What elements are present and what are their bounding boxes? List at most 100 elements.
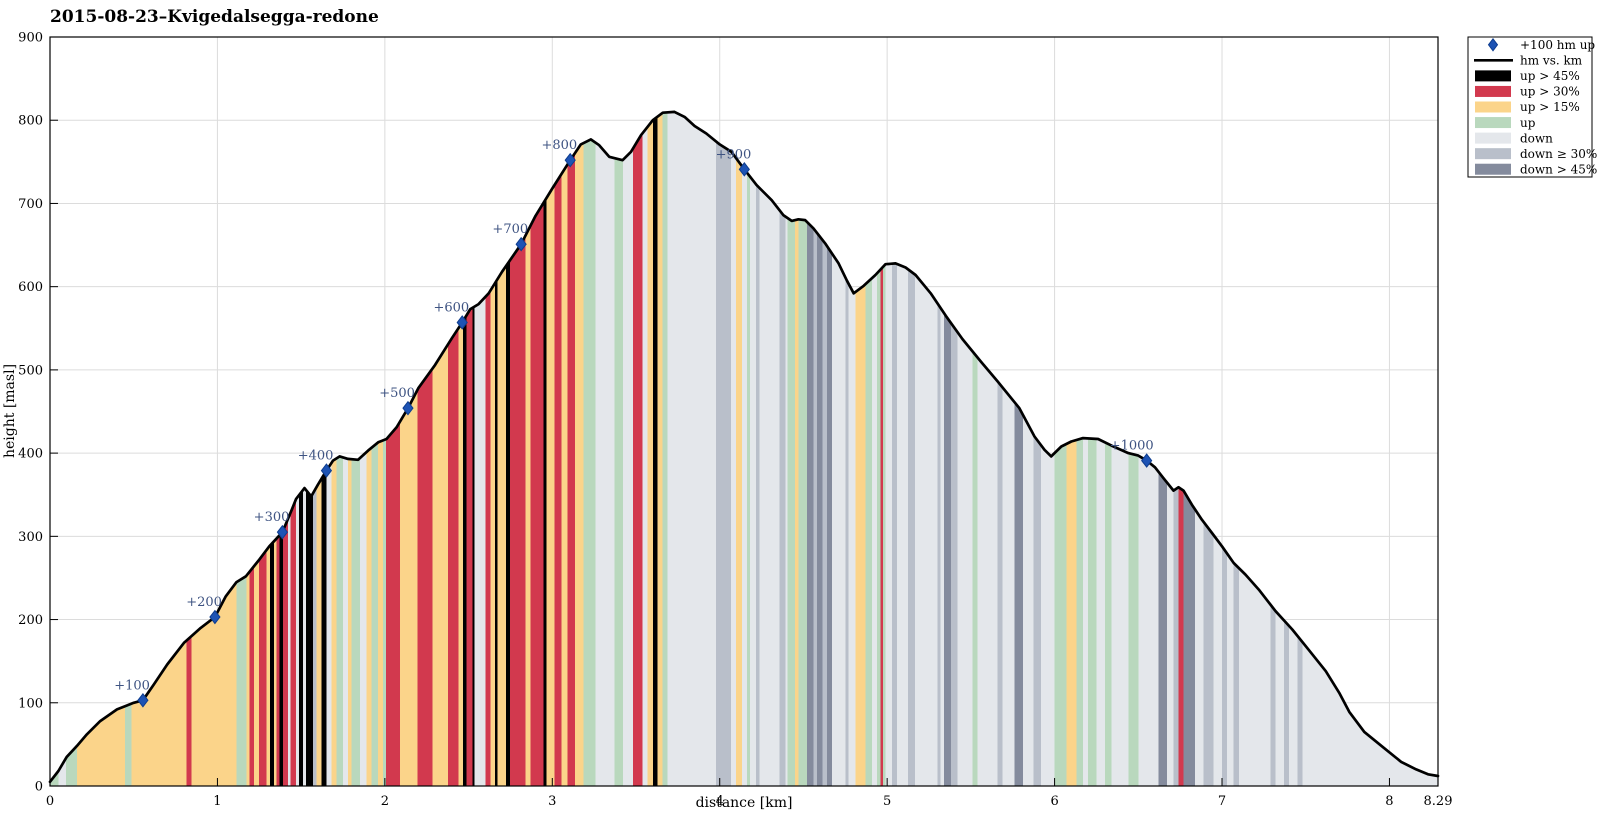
gradient-band-down bbox=[750, 111, 757, 786]
ascent-marker-diamond-icon[interactable] bbox=[738, 162, 750, 177]
gradient-band-up30 bbox=[447, 111, 459, 786]
ascent-marker-label: +400 bbox=[298, 449, 334, 464]
gradient-band-up15 bbox=[497, 111, 507, 786]
gradient-band-up15 bbox=[378, 111, 384, 786]
ascent-marker-label: +600 bbox=[433, 300, 469, 315]
gradient-band-down30 bbox=[937, 111, 941, 786]
legend-item-label: down > 45% bbox=[1520, 162, 1597, 176]
x-tick-label: 1 bbox=[213, 794, 221, 809]
ascent-marker-diamond-icon[interactable] bbox=[456, 315, 468, 330]
ascent-marker-label: +700 bbox=[492, 222, 528, 237]
ascent-marker-diamond-icon[interactable] bbox=[515, 236, 527, 252]
y-axis-label: height [masl] bbox=[2, 364, 18, 458]
x-tick-label: 5 bbox=[883, 794, 891, 809]
gradient-band-down30 bbox=[779, 111, 786, 786]
ascent-marker-diamond-icon[interactable] bbox=[137, 692, 149, 708]
gradient-band-down bbox=[759, 111, 780, 786]
x-tick-label: 8.29 bbox=[1424, 794, 1453, 809]
y-tick-label: 900 bbox=[18, 31, 43, 46]
plot-frame bbox=[49, 36, 1439, 787]
gradient-band-up15 bbox=[574, 111, 584, 786]
legend-swatch-down bbox=[1475, 132, 1511, 144]
legend-item-label: up > 45% bbox=[1520, 69, 1580, 83]
elevation-profile-line bbox=[48, 110, 1440, 784]
y-tick-label: 700 bbox=[18, 197, 43, 212]
gradient-band-up15 bbox=[736, 111, 743, 786]
y-tick-label: 200 bbox=[18, 613, 43, 628]
gradient-band-up15 bbox=[546, 111, 555, 786]
gradient-band-up bbox=[882, 111, 886, 786]
gradient-band-up15 bbox=[795, 111, 799, 786]
ascent-marker-label: +100 bbox=[114, 678, 150, 693]
gradient-band-down bbox=[848, 111, 856, 786]
gradient-band-up45 bbox=[472, 111, 475, 786]
y-tick-label: 300 bbox=[18, 530, 43, 545]
gradient-band-up15 bbox=[1066, 111, 1077, 786]
gradient-band-up bbox=[798, 111, 807, 786]
legend-swatch-up bbox=[1475, 117, 1511, 129]
gradient-band-down30 bbox=[908, 111, 915, 786]
gradient-band-up15 bbox=[855, 111, 866, 786]
gradient-band-down bbox=[831, 111, 846, 786]
gradient-band-down bbox=[940, 111, 945, 786]
gradient-band-down bbox=[885, 111, 893, 786]
ascent-marker-diamond-icon[interactable] bbox=[209, 609, 221, 625]
legend-swatch-down45 bbox=[1475, 163, 1511, 175]
legend-marker-diamond-icon bbox=[1487, 37, 1499, 52]
gradient-band-up45 bbox=[543, 111, 547, 786]
legend-item-label: +100 hm up bbox=[1520, 38, 1595, 52]
gradient-band-up30 bbox=[567, 111, 575, 786]
gradient-band-down30 bbox=[950, 111, 958, 786]
gradient-band-up15 bbox=[458, 111, 464, 786]
ascent-marker-label: +200 bbox=[186, 595, 222, 610]
legend-item-label: up bbox=[1520, 116, 1536, 130]
gradient-band-up bbox=[614, 111, 623, 786]
legend-swatch-up45 bbox=[1475, 70, 1511, 82]
gradient-band-up30 bbox=[880, 111, 883, 786]
ascent-marker-diamond-icon[interactable] bbox=[1141, 453, 1153, 468]
ascent-marker-diamond-icon[interactable] bbox=[564, 152, 576, 168]
gradient-band-up bbox=[662, 111, 668, 786]
legend-swatch-up30 bbox=[1475, 85, 1511, 97]
gradient-band-up bbox=[865, 111, 873, 786]
gradient-band-down30 bbox=[822, 111, 827, 786]
gradient-band-up45 bbox=[506, 111, 510, 786]
gradient-band-up15 bbox=[490, 111, 496, 786]
plot-area: 0 1 2 3 4 5 6 7 8 8.29 0 100 200 300 400 500 600 700 800 90… bbox=[18, 31, 1452, 810]
legend-item-label: up > 30% bbox=[1520, 85, 1580, 99]
ascent-marker-diamond-icon[interactable] bbox=[276, 524, 289, 540]
gradient-band-down bbox=[742, 111, 747, 786]
gradient-band-up30 bbox=[530, 111, 544, 786]
x-tick-label: 0 bbox=[46, 794, 54, 809]
ascent-marker-label: +800 bbox=[541, 138, 577, 153]
gradient-band-up15 bbox=[647, 111, 654, 786]
gradient-band-down bbox=[731, 111, 737, 786]
gradient-band-up bbox=[877, 111, 881, 786]
ascent-marker-label: +300 bbox=[254, 510, 290, 525]
gradient-band-down30 bbox=[756, 111, 760, 786]
gradient-band-down30 bbox=[997, 111, 1003, 786]
legend-item-label: down bbox=[1520, 131, 1553, 145]
x-tick-label: 6 bbox=[1050, 794, 1058, 809]
y-tick-label: 500 bbox=[18, 363, 43, 378]
ascent-marker-diamond-icon[interactable] bbox=[320, 463, 333, 478]
gradient-band-down bbox=[595, 111, 615, 786]
ascent-marker-label: +900 bbox=[716, 147, 752, 162]
gradient-band-down bbox=[622, 111, 633, 786]
x-tick-label: 7 bbox=[1218, 794, 1226, 809]
ascent-marker-label: +500 bbox=[379, 386, 415, 401]
gradient-band-down45 bbox=[806, 111, 814, 786]
gradient-band-down bbox=[474, 111, 486, 786]
gradient-band-up30 bbox=[466, 111, 473, 786]
gradient-band-down30 bbox=[892, 111, 898, 786]
x-axis-label: distance [km] bbox=[696, 795, 793, 811]
ascent-marker-diamond-icon[interactable] bbox=[402, 400, 414, 416]
y-tick-label: 400 bbox=[18, 447, 43, 462]
gradient-band-up bbox=[383, 111, 387, 786]
gradient-band-down30 bbox=[716, 111, 732, 786]
gradient-band-down30 bbox=[845, 111, 849, 786]
gradient-band-up bbox=[787, 111, 796, 786]
